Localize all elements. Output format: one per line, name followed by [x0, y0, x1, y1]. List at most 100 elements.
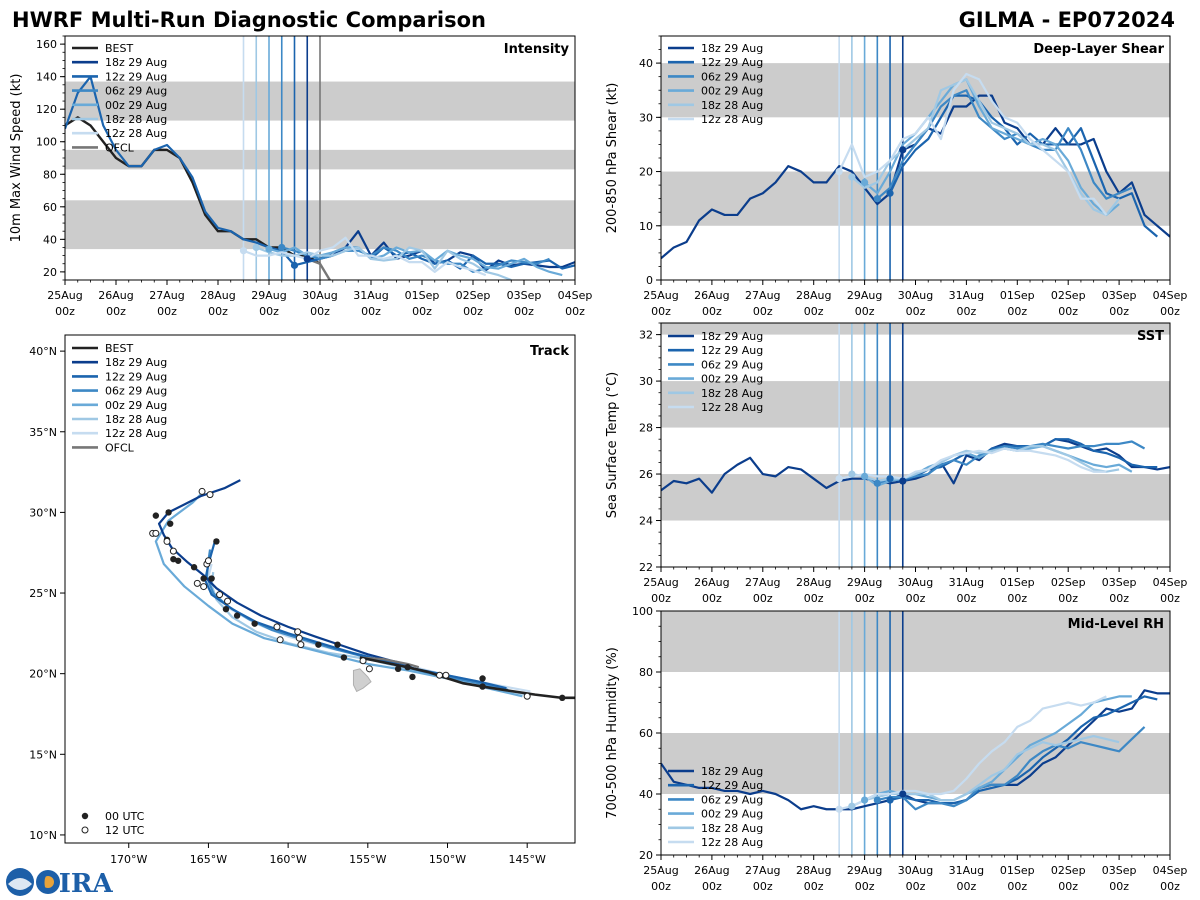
- sst-xtick-label: 27Aug: [745, 576, 780, 589]
- intensity-xtick-sublabel: 00z: [412, 305, 432, 318]
- rh-init-marker: [861, 796, 869, 804]
- shear-legend-label: 18z 29 Aug: [701, 42, 763, 55]
- sst-xtick-label: 29Aug: [847, 576, 882, 589]
- rh-xtick-label: 02Sep: [1051, 864, 1086, 877]
- track-point-00utc: [479, 683, 486, 690]
- track-point-12utc: [169, 547, 177, 555]
- track-point-00utc: [334, 641, 341, 648]
- rh-init-marker: [886, 796, 894, 804]
- intensity-init-marker: [265, 245, 273, 253]
- rh-init-marker: [899, 790, 907, 798]
- track-point-00utc: [213, 538, 220, 545]
- sst-init-marker: [835, 475, 843, 483]
- rh-ytick-label: 80: [639, 666, 653, 679]
- track-point-12utc: [216, 591, 224, 599]
- rh-legend-label: 18z 29 Aug: [701, 765, 763, 778]
- track-point-12utc: [224, 597, 232, 605]
- sst-ytick-label: 30: [639, 375, 653, 388]
- sst-xtick-sublabel: 00z: [1007, 592, 1027, 605]
- legend-marker-12utc: [81, 826, 89, 834]
- intensity-legend-label: 06z 29 Aug: [105, 85, 167, 98]
- intensity-xtick-label: 29Aug: [251, 289, 286, 302]
- track-point-00utc: [165, 509, 172, 516]
- intensity-series-line: [243, 236, 487, 277]
- intensity-xtick-sublabel: 00z: [463, 305, 483, 318]
- track-line: [210, 571, 528, 696]
- rh-xtick-label: 29Aug: [847, 864, 882, 877]
- shear-legend-label: 12z 28 Aug: [701, 113, 763, 126]
- intensity-panel: 20 40 60 80 100 120 140 160 25Aug 00z 26Aug 00z 27Au…: [9, 35, 592, 318]
- sst-xtick-sublabel: 00z: [1058, 592, 1078, 605]
- track-point-12utc: [295, 634, 303, 642]
- sst-xtick-sublabel: 00z: [804, 592, 824, 605]
- rh-xtick-sublabel: 00z: [651, 880, 671, 893]
- intensity-ytick-label: 120: [36, 103, 57, 116]
- rh-ytick-label: 60: [639, 727, 653, 740]
- intensity-xtick-label: 25Aug: [47, 289, 82, 302]
- track-point-00utc: [479, 675, 486, 682]
- rh-xtick-sublabel: 00z: [1109, 880, 1129, 893]
- intensity-xtick-sublabel: 00z: [157, 305, 177, 318]
- track-point-12utc: [204, 557, 212, 565]
- track-point-12utc: [436, 671, 444, 679]
- track-point-12utc: [297, 641, 305, 649]
- shear-ytick-label: 40: [639, 57, 653, 70]
- track-legend-label: 06z 29 Aug: [105, 385, 167, 398]
- track-point-12utc: [276, 636, 284, 644]
- intensity-ytick-label: 160: [36, 38, 57, 51]
- track-point-12utc: [152, 529, 160, 537]
- shear-xtick-label: 26Aug: [694, 289, 729, 302]
- shear-series-line: [838, 72, 1108, 216]
- rh-legend-label: 06z 29 Aug: [701, 793, 763, 806]
- intensity-xtick-label: 03Sep: [507, 289, 542, 302]
- track-ytick-label: 25°N: [29, 587, 57, 600]
- track-point-00utc: [559, 694, 566, 702]
- shear-ytick-label: 0: [646, 274, 653, 287]
- sst-legend-label: 12z 28 Aug: [701, 401, 763, 414]
- sst-init-marker: [848, 470, 856, 478]
- intensity-legend-label: 12z 29 Aug: [105, 70, 167, 83]
- legend-label-12utc: 12 UTC: [105, 824, 145, 837]
- rh-xtick-sublabel: 00z: [1007, 880, 1027, 893]
- intensity-init-marker: [239, 247, 248, 255]
- track-point-12utc: [198, 487, 206, 495]
- intensity-legend-label: 18z 28 Aug: [105, 113, 167, 126]
- track-point-12utc: [193, 579, 201, 587]
- sst-init-marker: [886, 475, 894, 483]
- intensity-legend-label: 18z 29 Aug: [105, 56, 167, 69]
- shear-xtick-sublabel: 00z: [1007, 305, 1027, 318]
- shear-xtick-sublabel: 00z: [804, 305, 824, 318]
- sst-ytick-label: 32: [639, 329, 653, 342]
- rh-band: [661, 611, 1170, 672]
- intensity-xtick-sublabel: 00z: [361, 305, 381, 318]
- track-ytick-label: 15°N: [29, 748, 57, 761]
- rh-xtick-label: 04Sep: [1153, 864, 1188, 877]
- sst-xtick-label: 01Sep: [1000, 576, 1035, 589]
- intensity-xtick-sublabel: 00z: [259, 305, 279, 318]
- intensity-init-marker: [252, 243, 260, 252]
- shear-init-marker: [886, 189, 894, 197]
- rh-xtick-sublabel: 00z: [906, 880, 926, 893]
- shear-ytick-label: 10: [639, 220, 653, 233]
- shear-init-marker: [861, 178, 869, 186]
- track-panel: 170°W 165°W 160°W 155°W 150°W 145°W 10°N 15°N 20…: [29, 334, 576, 866]
- shear-xtick-sublabel: 00z: [855, 305, 875, 318]
- shear-legend-label: 06z 29 Aug: [701, 70, 763, 83]
- legend-label-00utc: 00 UTC: [105, 810, 145, 823]
- rh-xtick-label: 27Aug: [745, 864, 780, 877]
- sst-xtick-label: 03Sep: [1102, 576, 1137, 589]
- intensity-xtick-sublabel: 00z: [310, 305, 330, 318]
- track-point-00utc: [394, 665, 402, 673]
- sst-ylabel: Sea Surface Temp (°C): [605, 372, 620, 519]
- shear-xtick-sublabel: 00z: [957, 305, 977, 318]
- island-shape: [352, 668, 372, 693]
- track-legend-label: 18z 28 Aug: [105, 413, 167, 426]
- shear-init-marker: [873, 195, 881, 203]
- rh-legend-label: 12z 28 Aug: [701, 836, 763, 849]
- sst-xtick-sublabel: 00z: [702, 592, 722, 605]
- track-point-00utc: [233, 612, 241, 619]
- rh-xtick-label: 03Sep: [1102, 864, 1137, 877]
- sst-legend-label: 00z 29 Aug: [701, 373, 763, 386]
- rh-xtick-label: 30Aug: [898, 864, 933, 877]
- shear-xtick-sublabel: 00z: [753, 305, 773, 318]
